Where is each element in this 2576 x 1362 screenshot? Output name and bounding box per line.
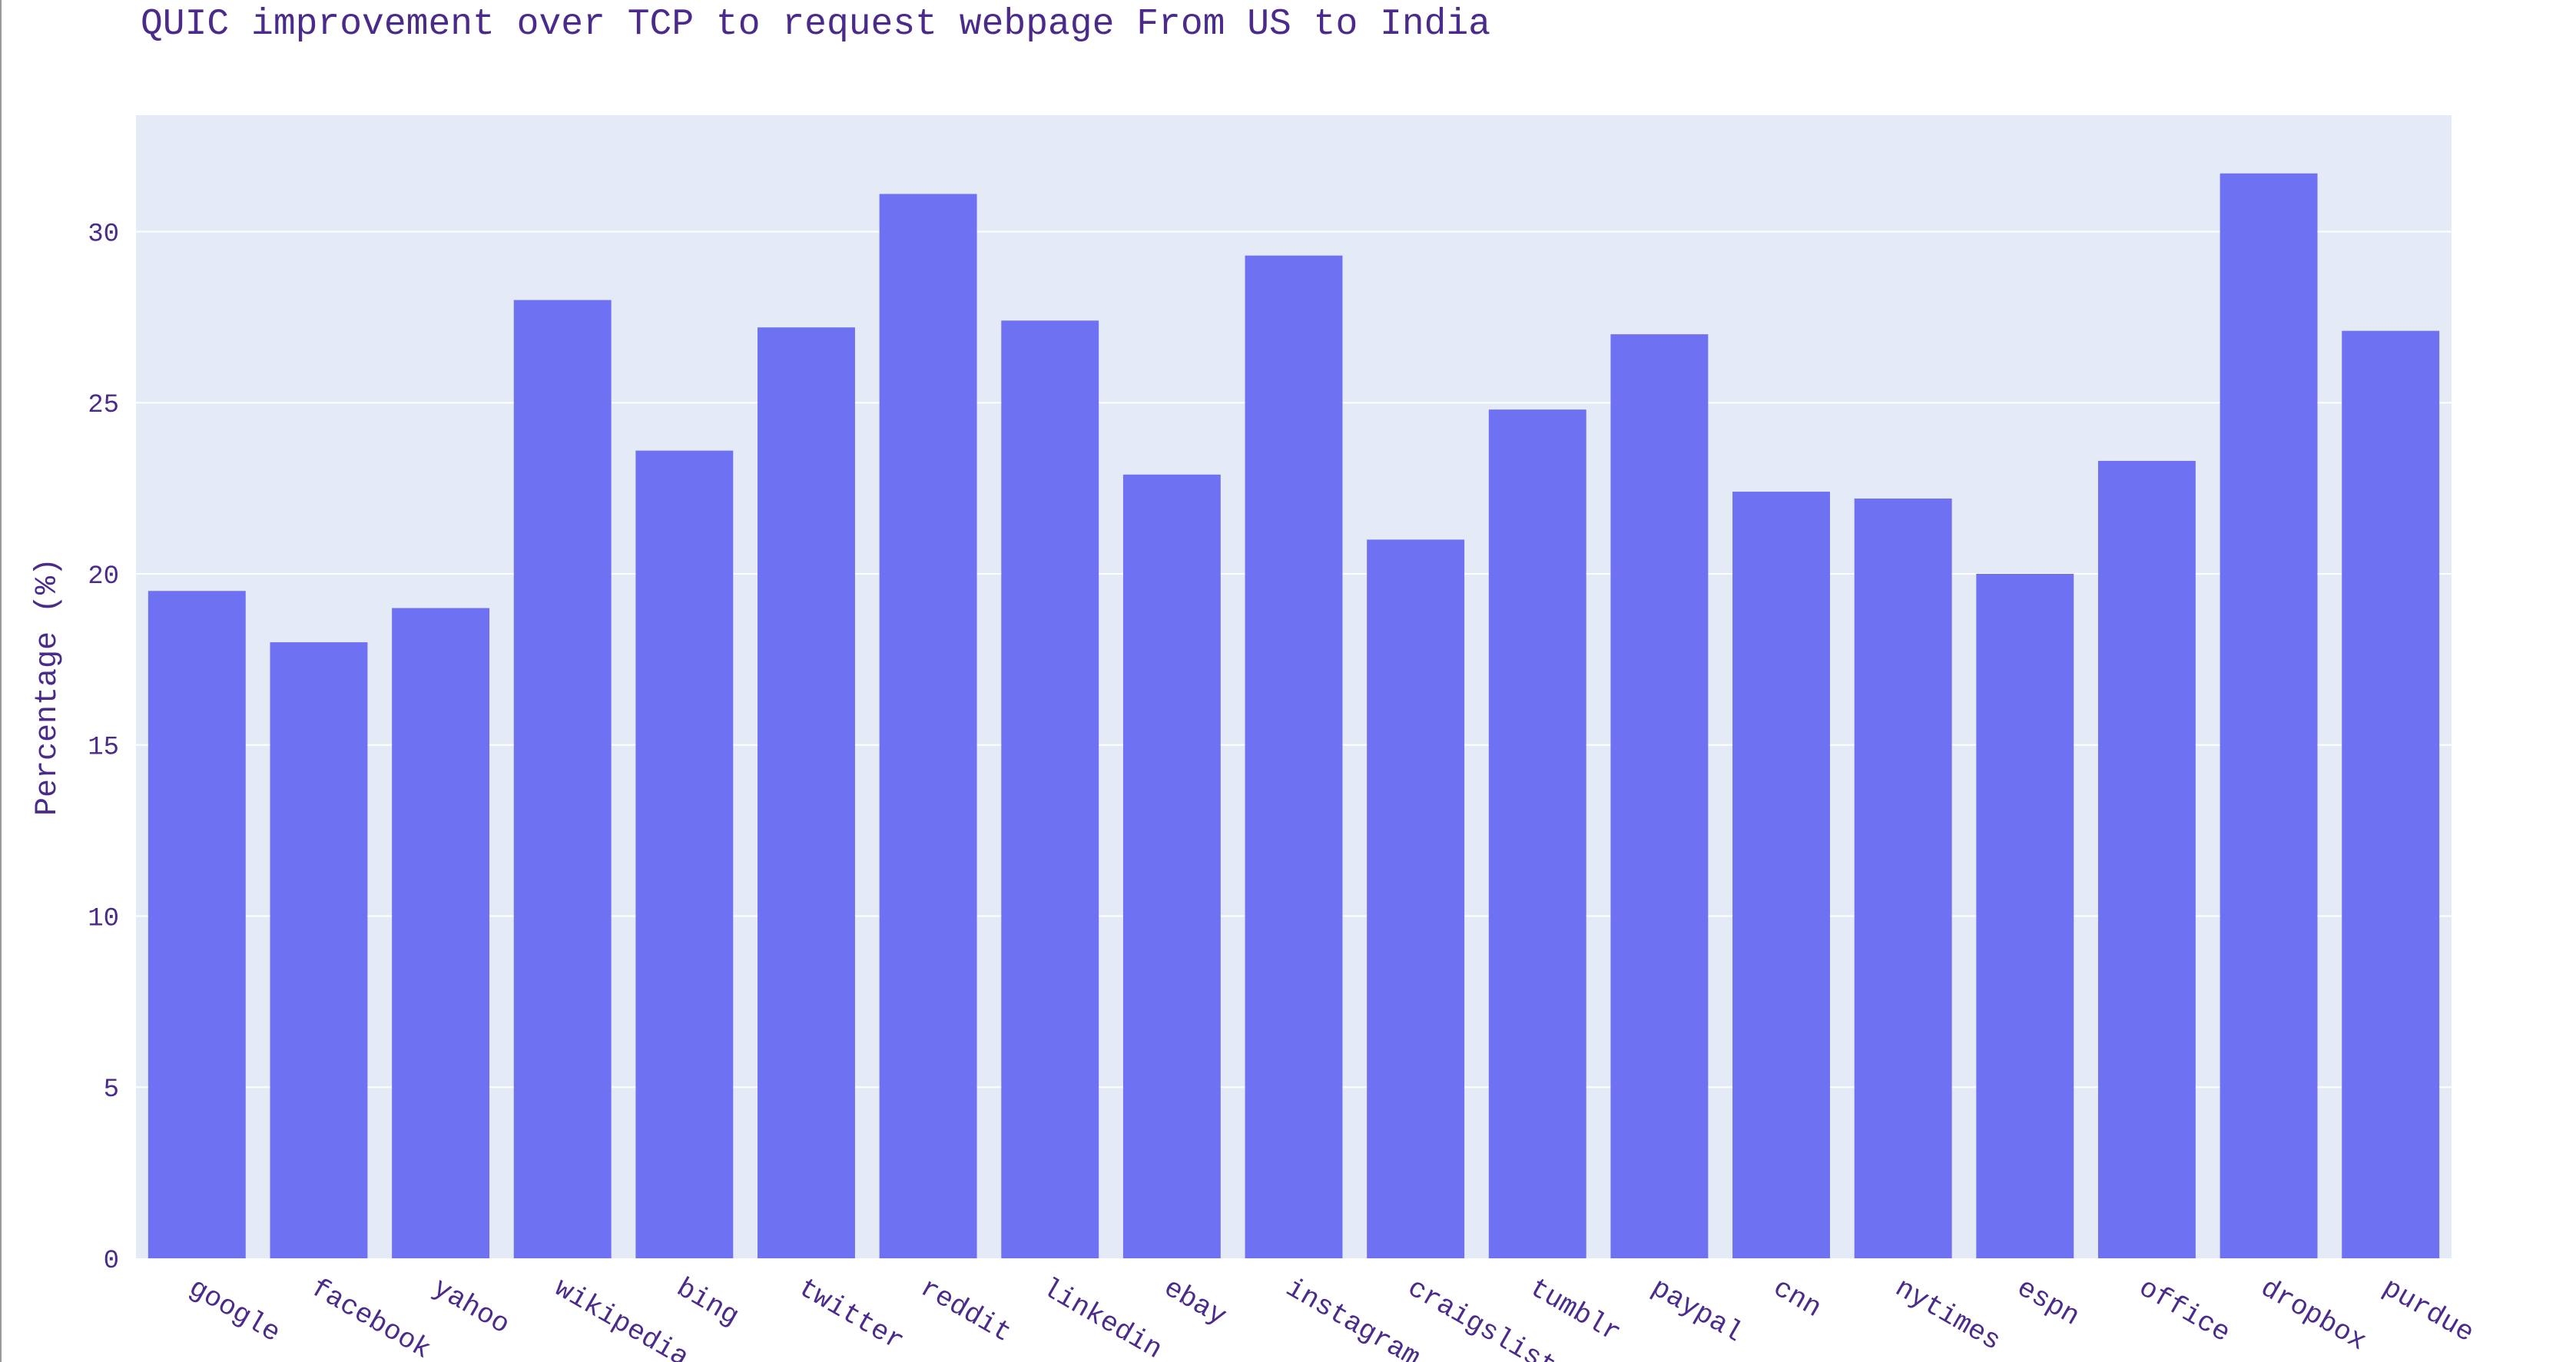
y-axis-label: Percentage (%) bbox=[31, 558, 65, 816]
x-tick-label-facebook: facebook bbox=[305, 1272, 436, 1362]
bar-reddit bbox=[879, 194, 977, 1259]
x-tick-label-twitter: twitter bbox=[793, 1272, 909, 1357]
x-tick-label-yahoo: yahoo bbox=[427, 1272, 515, 1341]
y-tick-label: 20 bbox=[88, 562, 119, 592]
x-tick-label-tumblr: tumblr bbox=[1524, 1272, 1626, 1349]
x-tick-label-reddit: reddit bbox=[915, 1272, 1017, 1349]
bar-craigslist bbox=[1367, 539, 1465, 1258]
x-tick-label-espn: espn bbox=[2011, 1272, 2084, 1333]
bar-nytimes bbox=[1854, 498, 1952, 1258]
x-tick-label-cnn: cnn bbox=[1768, 1272, 1827, 1324]
bar-twitter bbox=[758, 327, 855, 1258]
y-tick-label: 0 bbox=[104, 1247, 119, 1276]
bar-linkedin bbox=[1001, 320, 1099, 1258]
x-tick-label-ebay: ebay bbox=[1159, 1272, 1232, 1333]
bar-espn bbox=[1976, 573, 2074, 1258]
x-tick-label-dropbox: dropbox bbox=[2256, 1272, 2372, 1357]
x-tick-label-instagram: instagram bbox=[1281, 1272, 1426, 1362]
bar-ebay bbox=[1122, 474, 1221, 1258]
bar-yahoo bbox=[392, 608, 490, 1258]
bar-bing bbox=[635, 450, 734, 1258]
bar-facebook bbox=[270, 642, 368, 1258]
bars bbox=[148, 173, 2440, 1259]
x-tick-label-bing: bing bbox=[671, 1272, 744, 1333]
x-tick-label-purdue: purdue bbox=[2377, 1272, 2479, 1349]
y-tick-label: 5 bbox=[104, 1075, 119, 1105]
y-tick-label: 25 bbox=[88, 391, 119, 420]
y-tick-label: 15 bbox=[88, 734, 119, 763]
bar-wikipedia bbox=[513, 300, 612, 1259]
x-tick-label-wikipedia: wikipedia bbox=[549, 1272, 695, 1362]
bar-cnn bbox=[1732, 492, 1830, 1258]
x-tick-label-paypal: paypal bbox=[1646, 1272, 1748, 1349]
bar-dropbox bbox=[2220, 173, 2318, 1258]
bar-purdue bbox=[2342, 330, 2440, 1258]
x-tick-label-linkedin: linkedin bbox=[1036, 1272, 1167, 1362]
y-tick-label: 10 bbox=[88, 904, 119, 933]
chart-title: QUIC improvement over TCP to request web… bbox=[141, 4, 1490, 45]
y-tick-labels: 0 5 10 15 20 25 30 bbox=[88, 220, 119, 1276]
bar-paypal bbox=[1610, 334, 1709, 1259]
y-tick-label: 30 bbox=[88, 220, 119, 249]
bar-instagram bbox=[1245, 255, 1343, 1258]
x-tick-label-google: google bbox=[184, 1272, 286, 1349]
left-edge-rule bbox=[0, 0, 2, 1362]
x-tick-label-nytimes: nytimes bbox=[1890, 1272, 2006, 1357]
bar-office bbox=[2097, 460, 2196, 1258]
bar-tumblr bbox=[1488, 409, 1586, 1258]
x-tick-label-office: office bbox=[2133, 1272, 2236, 1349]
bar-google bbox=[148, 591, 246, 1258]
